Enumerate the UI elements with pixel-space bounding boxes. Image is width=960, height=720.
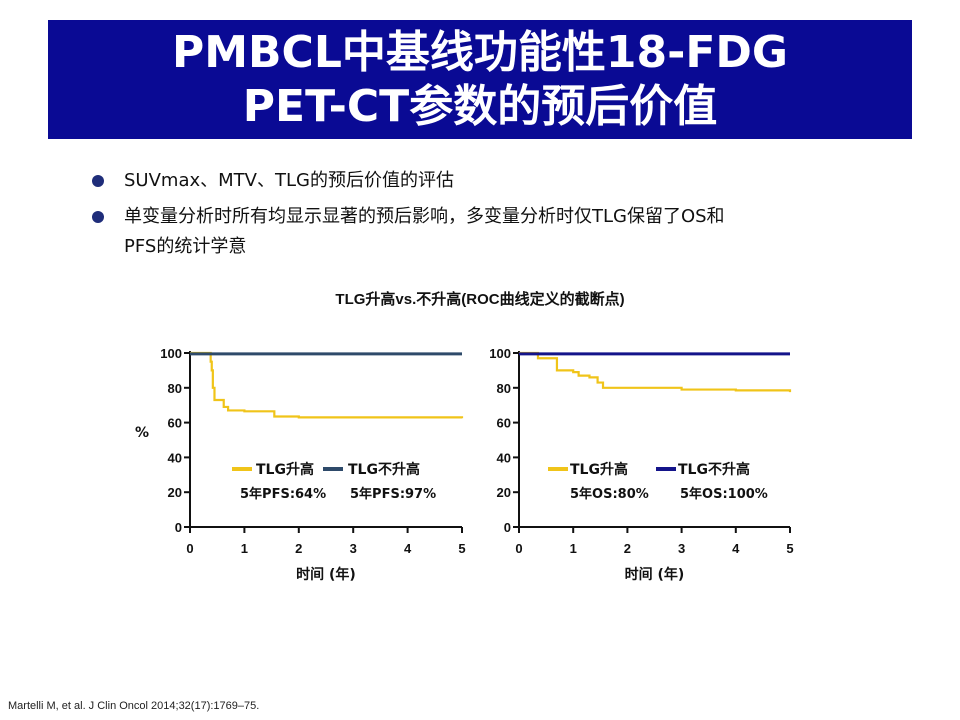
y-tick-label: 40 <box>168 450 182 465</box>
y-tick-label: 60 <box>497 416 511 431</box>
y-tick-label: 80 <box>168 381 182 396</box>
legend-label: TLG升高 <box>256 461 314 478</box>
y-tick-label: 20 <box>168 485 182 500</box>
legend-label: TLG升高 <box>570 461 628 478</box>
y-tick-label: 100 <box>160 346 182 361</box>
x-tick-label: 5 <box>786 541 793 556</box>
x-tick-label: 3 <box>350 541 357 556</box>
x-axis-label: 时间 (年) <box>625 566 685 583</box>
bullet-dot-icon <box>92 211 104 223</box>
x-tick-label: 4 <box>404 541 412 556</box>
bullet-item-2: 单变量分析时所有均显示显著的预后影响，多变量分析时仅TLG保留了OS和 PFS的… <box>88 202 868 262</box>
legend-label: TLG不升高 <box>348 461 420 478</box>
x-tick-label: 5 <box>458 541 465 556</box>
title-banner: PMBCL中基线功能性18-FDG PET-CT参数的预后价值 <box>48 20 912 139</box>
x-axis-label: 时间 (年) <box>296 566 356 583</box>
x-tick-label: 4 <box>732 541 740 556</box>
bullet-text-2-line-2: PFS的统计学意 <box>124 236 247 257</box>
survival-annotation: 5年PFS:64% <box>240 486 326 502</box>
y-tick-label: 40 <box>497 450 511 465</box>
y-tick-label: 100 <box>489 346 511 361</box>
x-tick-label: 3 <box>678 541 685 556</box>
bullet-dot-icon <box>92 175 104 187</box>
page-title-line-1: PMBCL中基线功能性18-FDG <box>171 26 789 78</box>
y-axis-label: % <box>135 425 149 441</box>
x-tick-label: 2 <box>624 541 631 556</box>
bullet-item-1: SUVmax、MTV、TLG的预后价值的评估 <box>88 166 868 196</box>
y-tick-label: 0 <box>504 520 511 535</box>
x-tick-label: 0 <box>515 541 522 556</box>
series-line-tlg-high <box>190 351 464 419</box>
y-tick-label: 80 <box>497 381 511 396</box>
bullet-list: SUVmax、MTV、TLG的预后价值的评估 单变量分析时所有均显示显著的预后影… <box>88 166 868 268</box>
legend-label: TLG不升高 <box>678 461 750 478</box>
series-line-tlg-high <box>519 351 792 393</box>
chart-heading: TLG升高vs.不升高(ROC曲线定义的截断点) <box>335 291 625 308</box>
survival-annotation: 5年OS:80% <box>570 486 649 502</box>
bullet-text-1: SUVmax、MTV、TLG的预后价值的评估 <box>124 170 454 191</box>
citation: Martelli M, et al. J Clin Oncol 2014;32(… <box>8 700 260 712</box>
survival-annotation: 5年OS:100% <box>680 486 768 502</box>
bullet-text-2-line-1: 单变量分析时所有均显示显著的预后影响，多变量分析时仅TLG保留了OS和 <box>124 206 725 227</box>
survival-annotation: 5年PFS:97% <box>350 486 436 502</box>
x-tick-label: 1 <box>570 541 577 556</box>
x-tick-label: 0 <box>186 541 193 556</box>
x-tick-label: 2 <box>295 541 302 556</box>
y-tick-label: 0 <box>175 520 182 535</box>
x-tick-label: 1 <box>241 541 248 556</box>
page-title-line-2: PET-CT参数的预后价值 <box>242 80 718 132</box>
y-tick-label: 60 <box>168 416 182 431</box>
y-tick-label: 20 <box>497 485 511 500</box>
